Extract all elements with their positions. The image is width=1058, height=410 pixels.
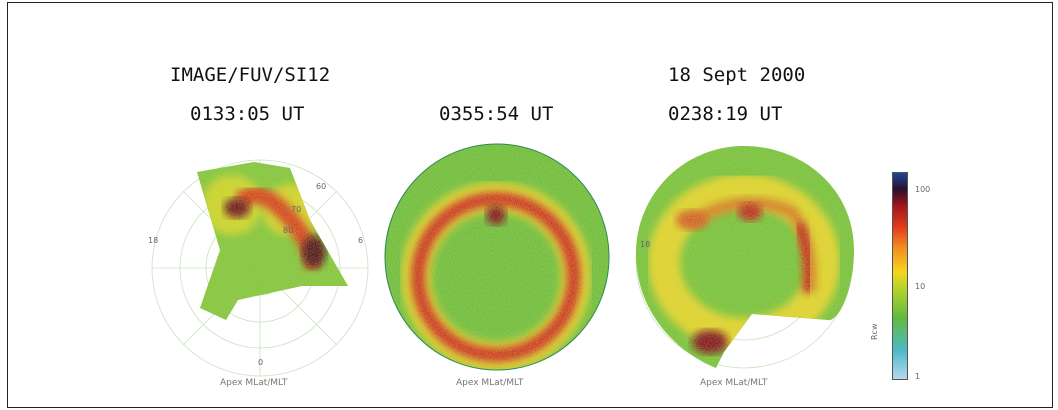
auroral-image-panel-1: [151, 159, 369, 377]
colorbar-tick-1: 1: [915, 372, 921, 381]
auroral-image-panel-2: [384, 143, 610, 371]
colorbar-tick-100: 100: [915, 185, 931, 194]
lat-80-label-1: 80: [283, 226, 294, 235]
colorbar-label: Rcw: [870, 323, 879, 341]
date-title: 18 Sept 2000: [668, 64, 806, 86]
figure-frame: [7, 2, 1053, 408]
time-label-2: 0355:54 UT: [439, 103, 554, 125]
instrument-title: IMAGE/FUV/SI12: [170, 64, 331, 86]
colorbar-tick-10: 10: [915, 282, 926, 291]
mlt-18-label-1: 18: [148, 236, 159, 245]
lat-70-label-1: 70: [291, 205, 302, 214]
colorbar: [892, 172, 908, 380]
axis-label-3: Apex MLat/MLT: [700, 378, 768, 388]
auroral-image-panel-3: [635, 146, 854, 369]
mlt-18-label-3: 18: [640, 240, 651, 249]
lat-60-label-1: 60: [316, 182, 327, 191]
mlt-6-label-1: 6: [358, 236, 364, 245]
mlt-0-label-1: 0: [258, 358, 264, 367]
time-label-1: 0133:05 UT: [190, 103, 305, 125]
axis-label-1: Apex MLat/MLT: [220, 378, 288, 388]
axis-label-2: Apex MLat/MLT: [456, 378, 524, 388]
time-label-3: 0238:19 UT: [668, 103, 783, 125]
